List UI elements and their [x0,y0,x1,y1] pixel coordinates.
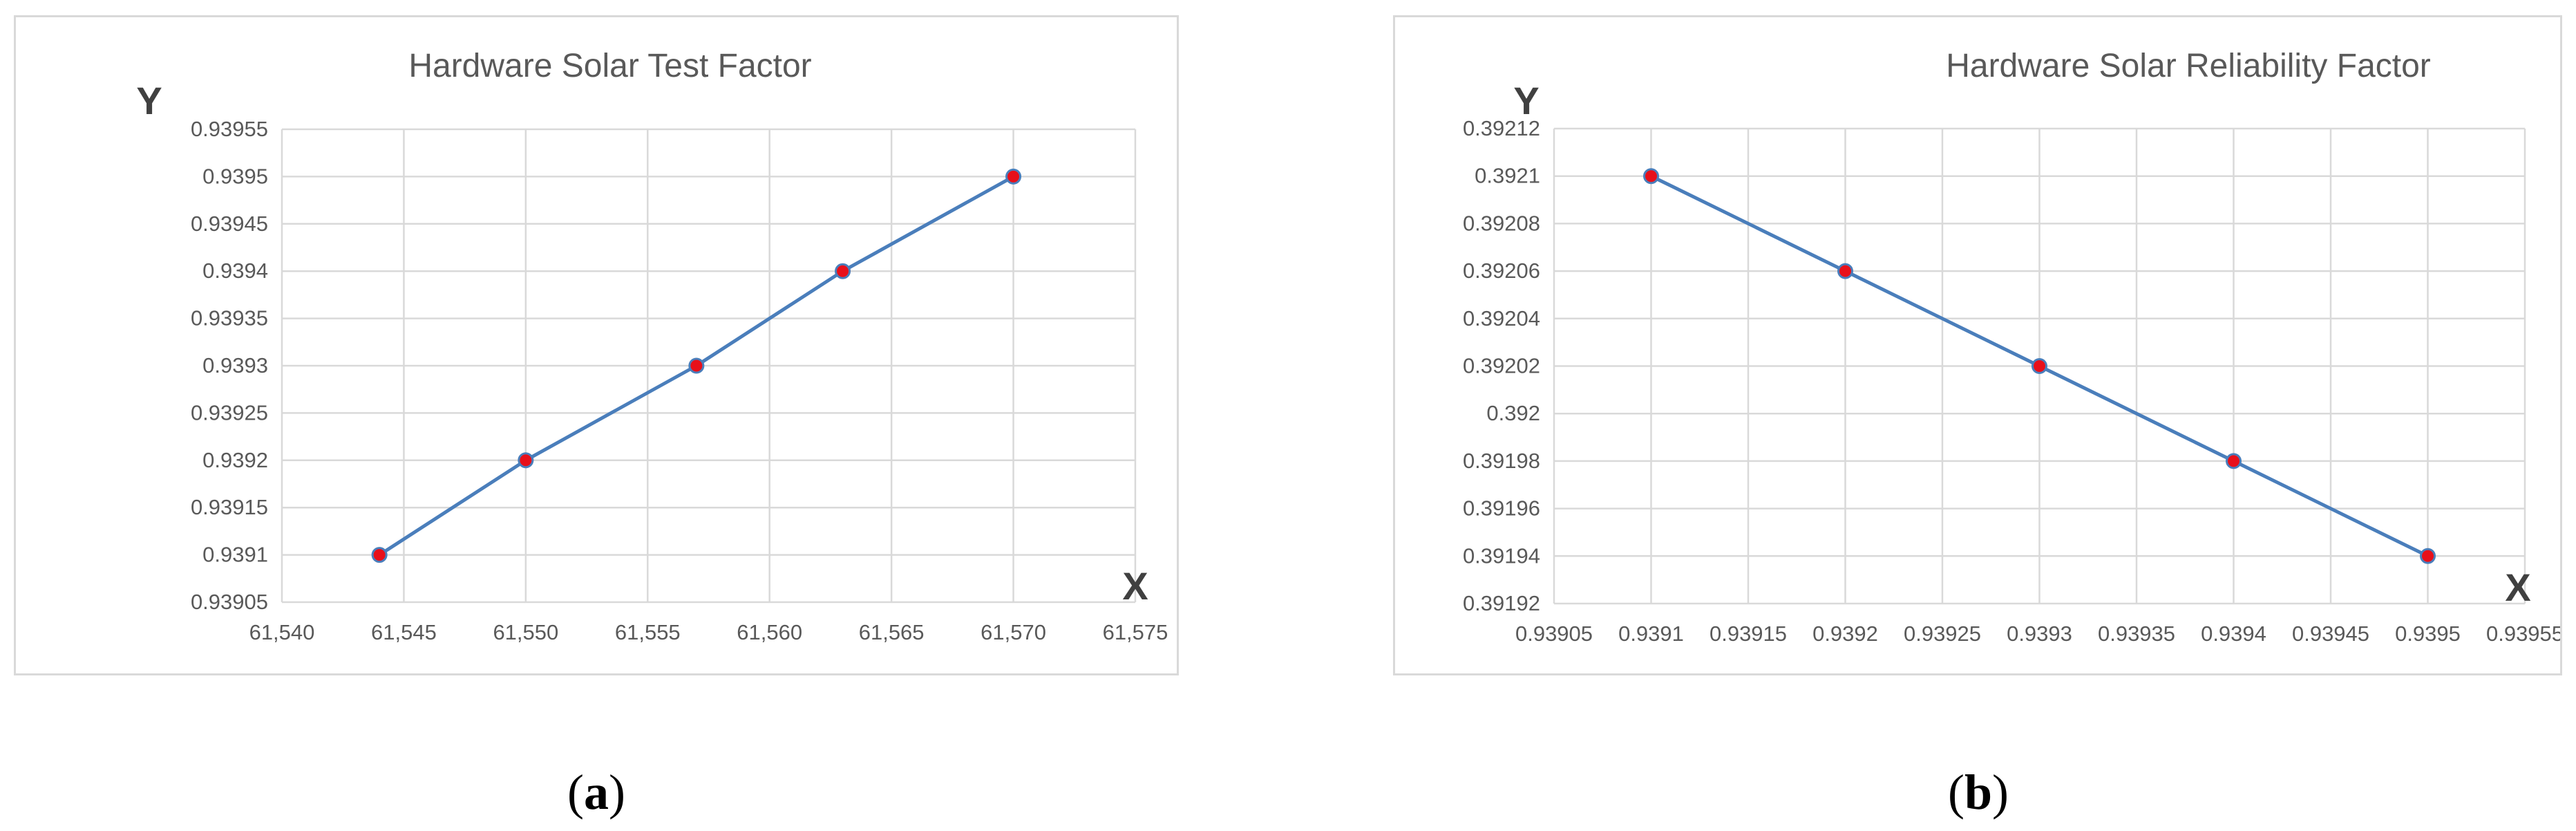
chart-panel-a: 0.93905 0.9391 0.93915 0.9392 0.93925 0.9393 0… [14,15,1179,675]
y-tick-label: 0.39204 [1463,306,1540,330]
y-tick-label: 0.39212 [1463,116,1540,140]
x-tick-label: 0.93955 [2486,622,2560,646]
x-tick-label: 0.93945 [2292,622,2369,646]
x-tick-label: 61,560 [737,620,802,644]
x-tick-label: 61,555 [615,620,681,644]
x-tick-label: 0.93915 [1710,622,1787,646]
y-tick-label: 0.9395 [202,164,268,188]
y-tick-label: 0.3921 [1475,164,1540,188]
y-axis-label: Y [136,79,162,122]
y-tick-label: 0.93915 [191,495,268,519]
y-tick-label: 0.39202 [1463,354,1540,378]
x-tick-label: 61,565 [859,620,925,644]
y-tick-label: 0.9391 [202,543,268,567]
y-tick-label: 0.93955 [191,117,268,141]
y-tick-label: 0.392 [1486,401,1540,425]
data-point [1643,168,1659,185]
data-point [2032,358,2047,374]
x-tick-label: 0.93925 [1904,622,1981,646]
chart-title: Hardware Solar Reliability Factor [1946,48,2431,84]
data-point [1005,168,1022,185]
chart-title: Hardware Solar Test Factor [408,48,811,84]
data-point [2226,453,2242,469]
y-tick-label: 0.39208 [1463,211,1540,235]
x-tick-label: 61,550 [493,620,558,644]
x-tick-label: 61,575 [1103,620,1168,644]
x-tick-label: 0.9392 [1812,622,1878,646]
data-point [371,547,388,563]
y-tick-label: 0.93945 [191,212,268,236]
x-tick-label: 0.93935 [2098,622,2175,646]
y-axis-label: Y [1513,79,1539,122]
data-point [2420,548,2436,564]
data-point [1837,263,1853,279]
x-tick-label: 0.9394 [2201,622,2266,646]
x-axis-label: X [2505,566,2530,609]
y-tick-label: 0.93925 [191,400,268,424]
data-point [835,263,851,279]
x-tick-label: 61,570 [981,620,1046,644]
chart-b: 0.39192 0.39194 0.39196 0.39198 0.392 0.39202… [1463,48,2560,646]
y-tick-label: 0.39206 [1463,259,1540,283]
y-tick-label: 0.93905 [191,590,268,614]
chart-panel-b: 0.39192 0.39194 0.39196 0.39198 0.392 0.39202… [1393,15,2562,675]
caption-b: (b) [1947,765,2009,820]
data-point [518,452,534,469]
x-tick-label: 0.9391 [1618,622,1684,646]
y-tick-label: 0.93935 [191,306,268,330]
x-tick-label: 0.9393 [2007,622,2072,646]
y-tick-label: 0.9392 [202,448,268,472]
x-tick-label: 61,540 [249,620,315,644]
x-tick-label: 61,545 [371,620,437,644]
x-axis-label: X [1122,564,1148,608]
chart-a: 0.93905 0.9391 0.93915 0.9392 0.93925 0.9393 0… [136,48,1168,644]
y-tick-label: 0.39198 [1463,449,1540,473]
y-tick-label: 0.39196 [1463,496,1540,521]
y-tick-label: 0.9393 [202,353,268,377]
y-tick-label: 0.39192 [1463,591,1540,615]
x-tick-label: 0.9395 [2395,622,2461,646]
y-tick-label: 0.9394 [202,259,268,283]
x-tick-label: 0.93905 [1515,622,1593,646]
y-tick-label: 0.39194 [1463,543,1540,568]
caption-a: (a) [567,765,625,820]
data-point [688,357,705,374]
